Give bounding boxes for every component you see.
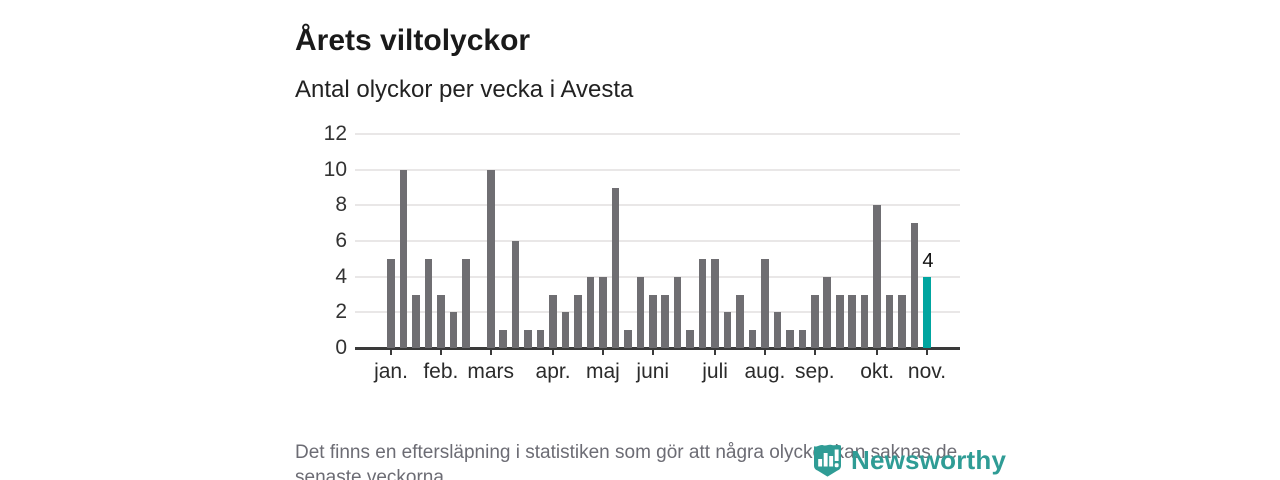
x-axis-tick [813,348,816,355]
bar [424,258,433,348]
newsworthy-logo: Newsworthy [811,443,1006,478]
newsworthy-logo-text: Newsworthy [851,445,1007,475]
bar [848,294,856,348]
grid-line [355,240,960,242]
bar [661,294,670,348]
x-axis-label: juli [702,360,728,383]
x-axis-label: aug. [744,360,786,383]
bar [835,294,844,348]
bar [511,241,520,348]
x-axis-tick [439,348,442,355]
y-axis-tick-label: 12 [323,122,347,145]
page-title: Årets viltolyckor [295,24,531,58]
x-axis-label: juni [636,360,670,383]
bar [611,187,620,348]
bar [412,294,420,348]
x-axis-tick [925,348,928,355]
x-axis-label: feb. [423,360,459,383]
highlighted-bar [923,276,931,348]
x-axis-label: okt. [860,360,895,383]
bar [686,330,694,348]
bar [910,223,919,348]
footnote-line: senaste veckorna. [295,467,450,480]
bar [673,276,682,348]
bar [786,330,794,348]
x-axis-tick [714,348,717,355]
bar [761,258,769,348]
bar [636,276,645,348]
bar [860,294,869,348]
x-axis-label: maj [585,360,620,383]
x-axis-tick [489,348,492,355]
y-axis-tick-label: 2 [335,300,347,324]
x-axis-label: mars [467,360,515,383]
bar [561,312,570,348]
bar [461,258,470,348]
bar [549,294,557,348]
footnote-line: Det finns en eftersläpning i statistiken… [295,442,958,463]
bar [437,294,445,348]
bar [711,258,719,348]
bar [499,330,507,348]
y-axis-tick-label: 8 [335,193,347,217]
grid-line [355,275,960,278]
x-axis: jan. feb. mars apr. maj juni juli aug. sep. okt. n… [355,348,960,393]
grid-line [355,204,960,207]
bar [898,294,906,348]
y-axis-tick-label: 4 [335,264,347,288]
bar [524,330,532,348]
x-axis-tick [763,348,766,355]
grid-line [355,311,960,314]
bar [536,330,545,348]
bar [773,312,782,348]
bar [748,330,757,348]
x-axis-tick [552,348,555,355]
x-axis-tick [876,348,879,355]
grid-line [355,168,960,171]
bar [486,169,495,348]
bar [648,294,657,348]
x-axis-label: sep. [794,360,835,383]
chart-subtitle: Antal olyckor per vecka i Avesta [295,76,634,103]
y-axis: 0 2 4 6 8 10 12 [295,0,347,480]
bar [599,276,607,348]
x-axis-label: nov. [907,360,947,383]
bar [811,294,819,348]
bar-chart-plot-area: 4 [355,133,960,350]
bar [449,312,458,348]
bar [574,294,582,348]
bar [387,258,395,348]
bar [885,294,894,348]
y-axis-tick-label: 10 [323,157,347,181]
bar [698,258,707,348]
grid-line [355,133,960,135]
bar [823,276,832,348]
footnote: Det finns en eftersläpning i statistiken… [295,440,957,480]
y-axis-tick-label: 6 [335,229,347,252]
x-axis-tick [601,348,604,355]
bar [399,169,408,348]
x-axis-label: jan. [374,360,408,383]
bar [798,330,807,348]
bar-value-label: 4 [922,249,934,272]
bar [723,312,732,348]
bar [873,205,881,348]
x-axis-label: apr. [535,360,571,383]
x-axis-line [355,347,960,350]
bar [586,276,595,348]
x-axis-tick [390,348,392,355]
bar [624,330,632,348]
bar [736,294,744,348]
x-axis-tick [651,348,654,355]
newsworthy-shield-barchart-icon [811,443,844,478]
y-axis-tick-label: 0 [335,336,347,359]
